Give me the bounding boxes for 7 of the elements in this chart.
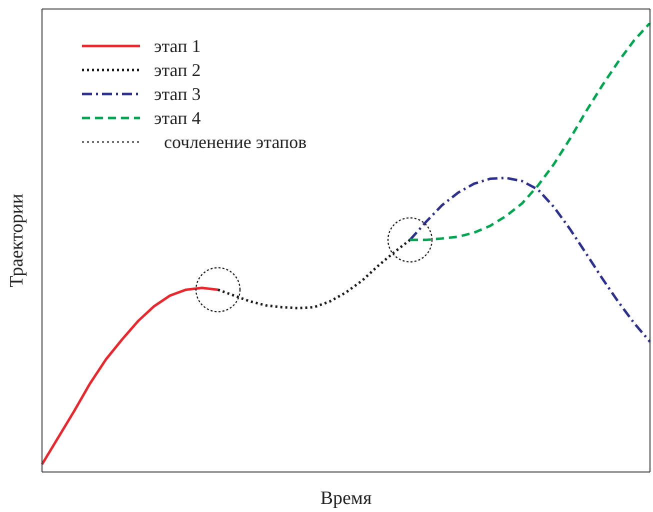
- y-axis-title: Траектории: [6, 194, 28, 288]
- annotation: сочленение этапов: [164, 131, 307, 154]
- x-axis-title: Время: [320, 488, 372, 509]
- legend-label: этап 3: [154, 83, 201, 106]
- legend-label: этап 4: [154, 107, 201, 130]
- legend-label: этап 2: [154, 59, 201, 82]
- legend-label: этап 1: [154, 35, 201, 58]
